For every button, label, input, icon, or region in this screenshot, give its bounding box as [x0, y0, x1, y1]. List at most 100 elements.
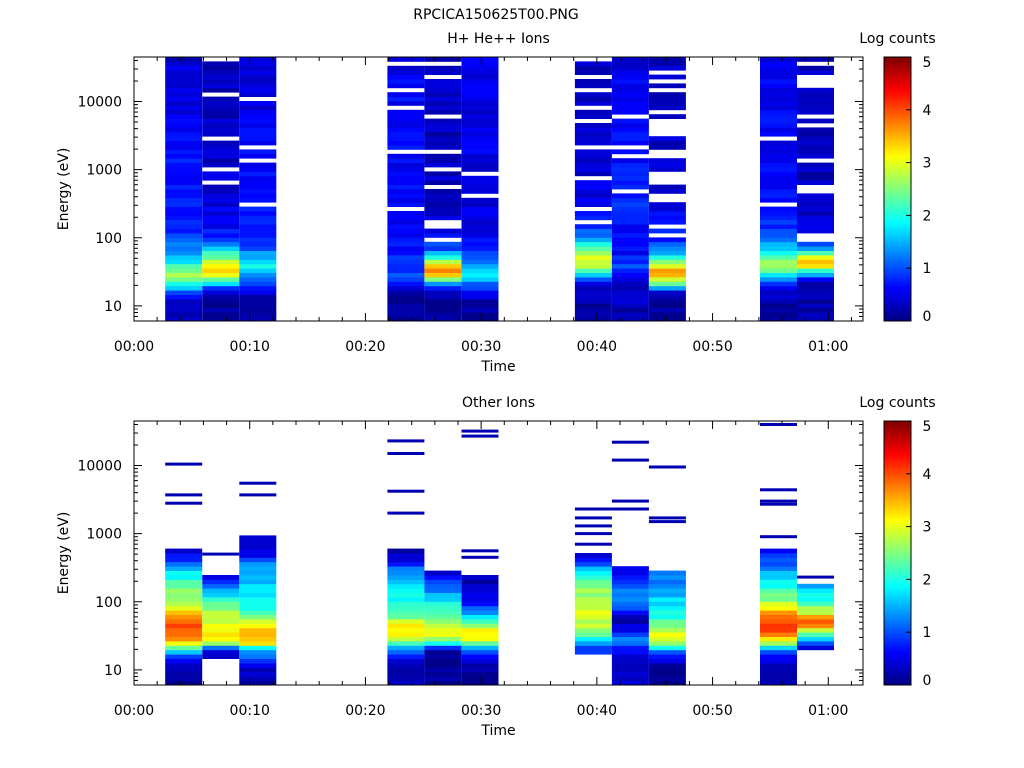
y-axis-label: Energy (eV)	[56, 512, 72, 595]
heatmap-cell	[648, 680, 686, 685]
sparse-count-line	[574, 507, 612, 511]
y-tick-label: 10000	[77, 95, 122, 111]
heatmap-cell	[387, 74, 425, 80]
heatmap-cell	[387, 553, 425, 558]
colorbar-segment	[884, 193, 911, 197]
heatmap-cell	[797, 211, 834, 216]
heatmap-cell	[760, 140, 797, 146]
heatmap-cell	[202, 219, 240, 225]
heatmap-cell	[648, 312, 686, 317]
heatmap-cell	[797, 171, 834, 177]
heatmap-cell	[387, 145, 425, 150]
colorbar-segment	[884, 217, 911, 221]
colorbar-segment	[884, 68, 911, 71]
heatmap-cell	[165, 158, 203, 163]
colorbar-segment	[884, 473, 911, 477]
heatmap-cell	[202, 299, 240, 304]
heatmap-cell	[424, 127, 462, 133]
colorbar-segment	[884, 288, 911, 291]
heatmap-cell	[574, 259, 612, 265]
heatmap-cell	[797, 627, 834, 633]
heatmap-cell	[760, 83, 797, 89]
heatmap-cell	[165, 299, 203, 304]
heatmap-cell	[461, 211, 499, 216]
colorbar-segment	[884, 588, 911, 591]
heatmap-cell	[165, 553, 203, 558]
colorbar-segment	[884, 178, 911, 181]
heatmap-cell	[760, 290, 797, 295]
heatmap-cell	[424, 153, 462, 159]
heatmap-cell	[611, 272, 649, 278]
colorbar-segment	[884, 513, 911, 517]
time-column-1	[165, 57, 203, 321]
heatmap-cell	[760, 171, 797, 177]
colorbar-segment	[884, 189, 911, 192]
heatmap-cell	[165, 290, 203, 295]
heatmap-cell	[648, 575, 686, 580]
colorbar-segment	[884, 96, 911, 100]
heatmap-cell	[760, 224, 797, 229]
heatmap-cell	[202, 619, 240, 624]
heatmap-cell	[239, 658, 277, 664]
heatmap-cell	[165, 614, 203, 620]
heatmap-cell	[165, 175, 203, 181]
heatmap-cell	[760, 118, 797, 124]
heatmap-cell	[760, 211, 797, 216]
colorbar-segment	[884, 465, 911, 468]
heatmap-cell	[461, 259, 499, 265]
heatmap-cell	[797, 57, 834, 62]
colorbar-segment	[884, 145, 911, 148]
colorbar-segment	[884, 204, 911, 208]
heatmap-cell	[760, 70, 797, 75]
heatmap-cell	[648, 671, 686, 677]
heatmap-cell	[165, 114, 203, 119]
y-tick-label: 10000	[77, 459, 122, 475]
heatmap-cell	[165, 268, 203, 273]
heatmap-cell	[239, 623, 277, 629]
colorbar-segment	[884, 669, 911, 673]
time-column-11	[797, 575, 834, 651]
plot-frame	[133, 56, 864, 322]
heatmap-cell	[797, 299, 834, 304]
heatmap-cell	[574, 312, 612, 317]
sparse-count-line	[760, 423, 797, 426]
colorbar-segment	[884, 274, 911, 278]
heatmap-cell	[387, 162, 425, 168]
heatmap-cell	[461, 583, 499, 589]
heatmap-cell	[574, 636, 612, 642]
heatmap-cell	[461, 307, 499, 313]
heatmap-cell	[239, 566, 277, 571]
heatmap-cell	[424, 233, 462, 238]
colorbar-segment	[884, 318, 911, 322]
heatmap-cell	[202, 171, 240, 177]
heatmap-cell	[611, 579, 649, 585]
heatmap-cell	[760, 592, 797, 598]
heatmap-cell	[202, 645, 240, 651]
heatmap-cell	[461, 246, 499, 251]
colorbar-segment	[884, 594, 911, 598]
heatmap-cell	[574, 109, 612, 115]
colorbar-segment	[884, 74, 911, 78]
heatmap-cell	[461, 96, 499, 102]
heatmap-cell	[648, 294, 686, 300]
heatmap-cell	[239, 614, 277, 620]
heatmap-cell	[611, 136, 649, 141]
heatmap-cell	[760, 153, 797, 159]
heatmap-cell	[239, 561, 277, 567]
heatmap-cell	[797, 241, 834, 247]
heatmap-cell	[387, 153, 425, 159]
colorbar-segment	[884, 112, 911, 115]
heatmap-cell	[239, 548, 277, 554]
heatmap-cell	[202, 83, 240, 89]
heatmap-cell	[648, 658, 686, 664]
heatmap-cell	[760, 57, 797, 62]
heatmap-cell	[574, 285, 612, 291]
x-tick-label: 00:40	[577, 703, 617, 719]
heatmap-cell	[461, 219, 499, 225]
colorbar-tick-label: 4	[923, 103, 932, 119]
colorbar-segment	[884, 116, 911, 120]
heatmap-cell	[574, 255, 612, 260]
colorbar-segment	[884, 228, 911, 232]
heatmap-cell	[202, 175, 240, 181]
heatmap-cell	[648, 74, 686, 80]
